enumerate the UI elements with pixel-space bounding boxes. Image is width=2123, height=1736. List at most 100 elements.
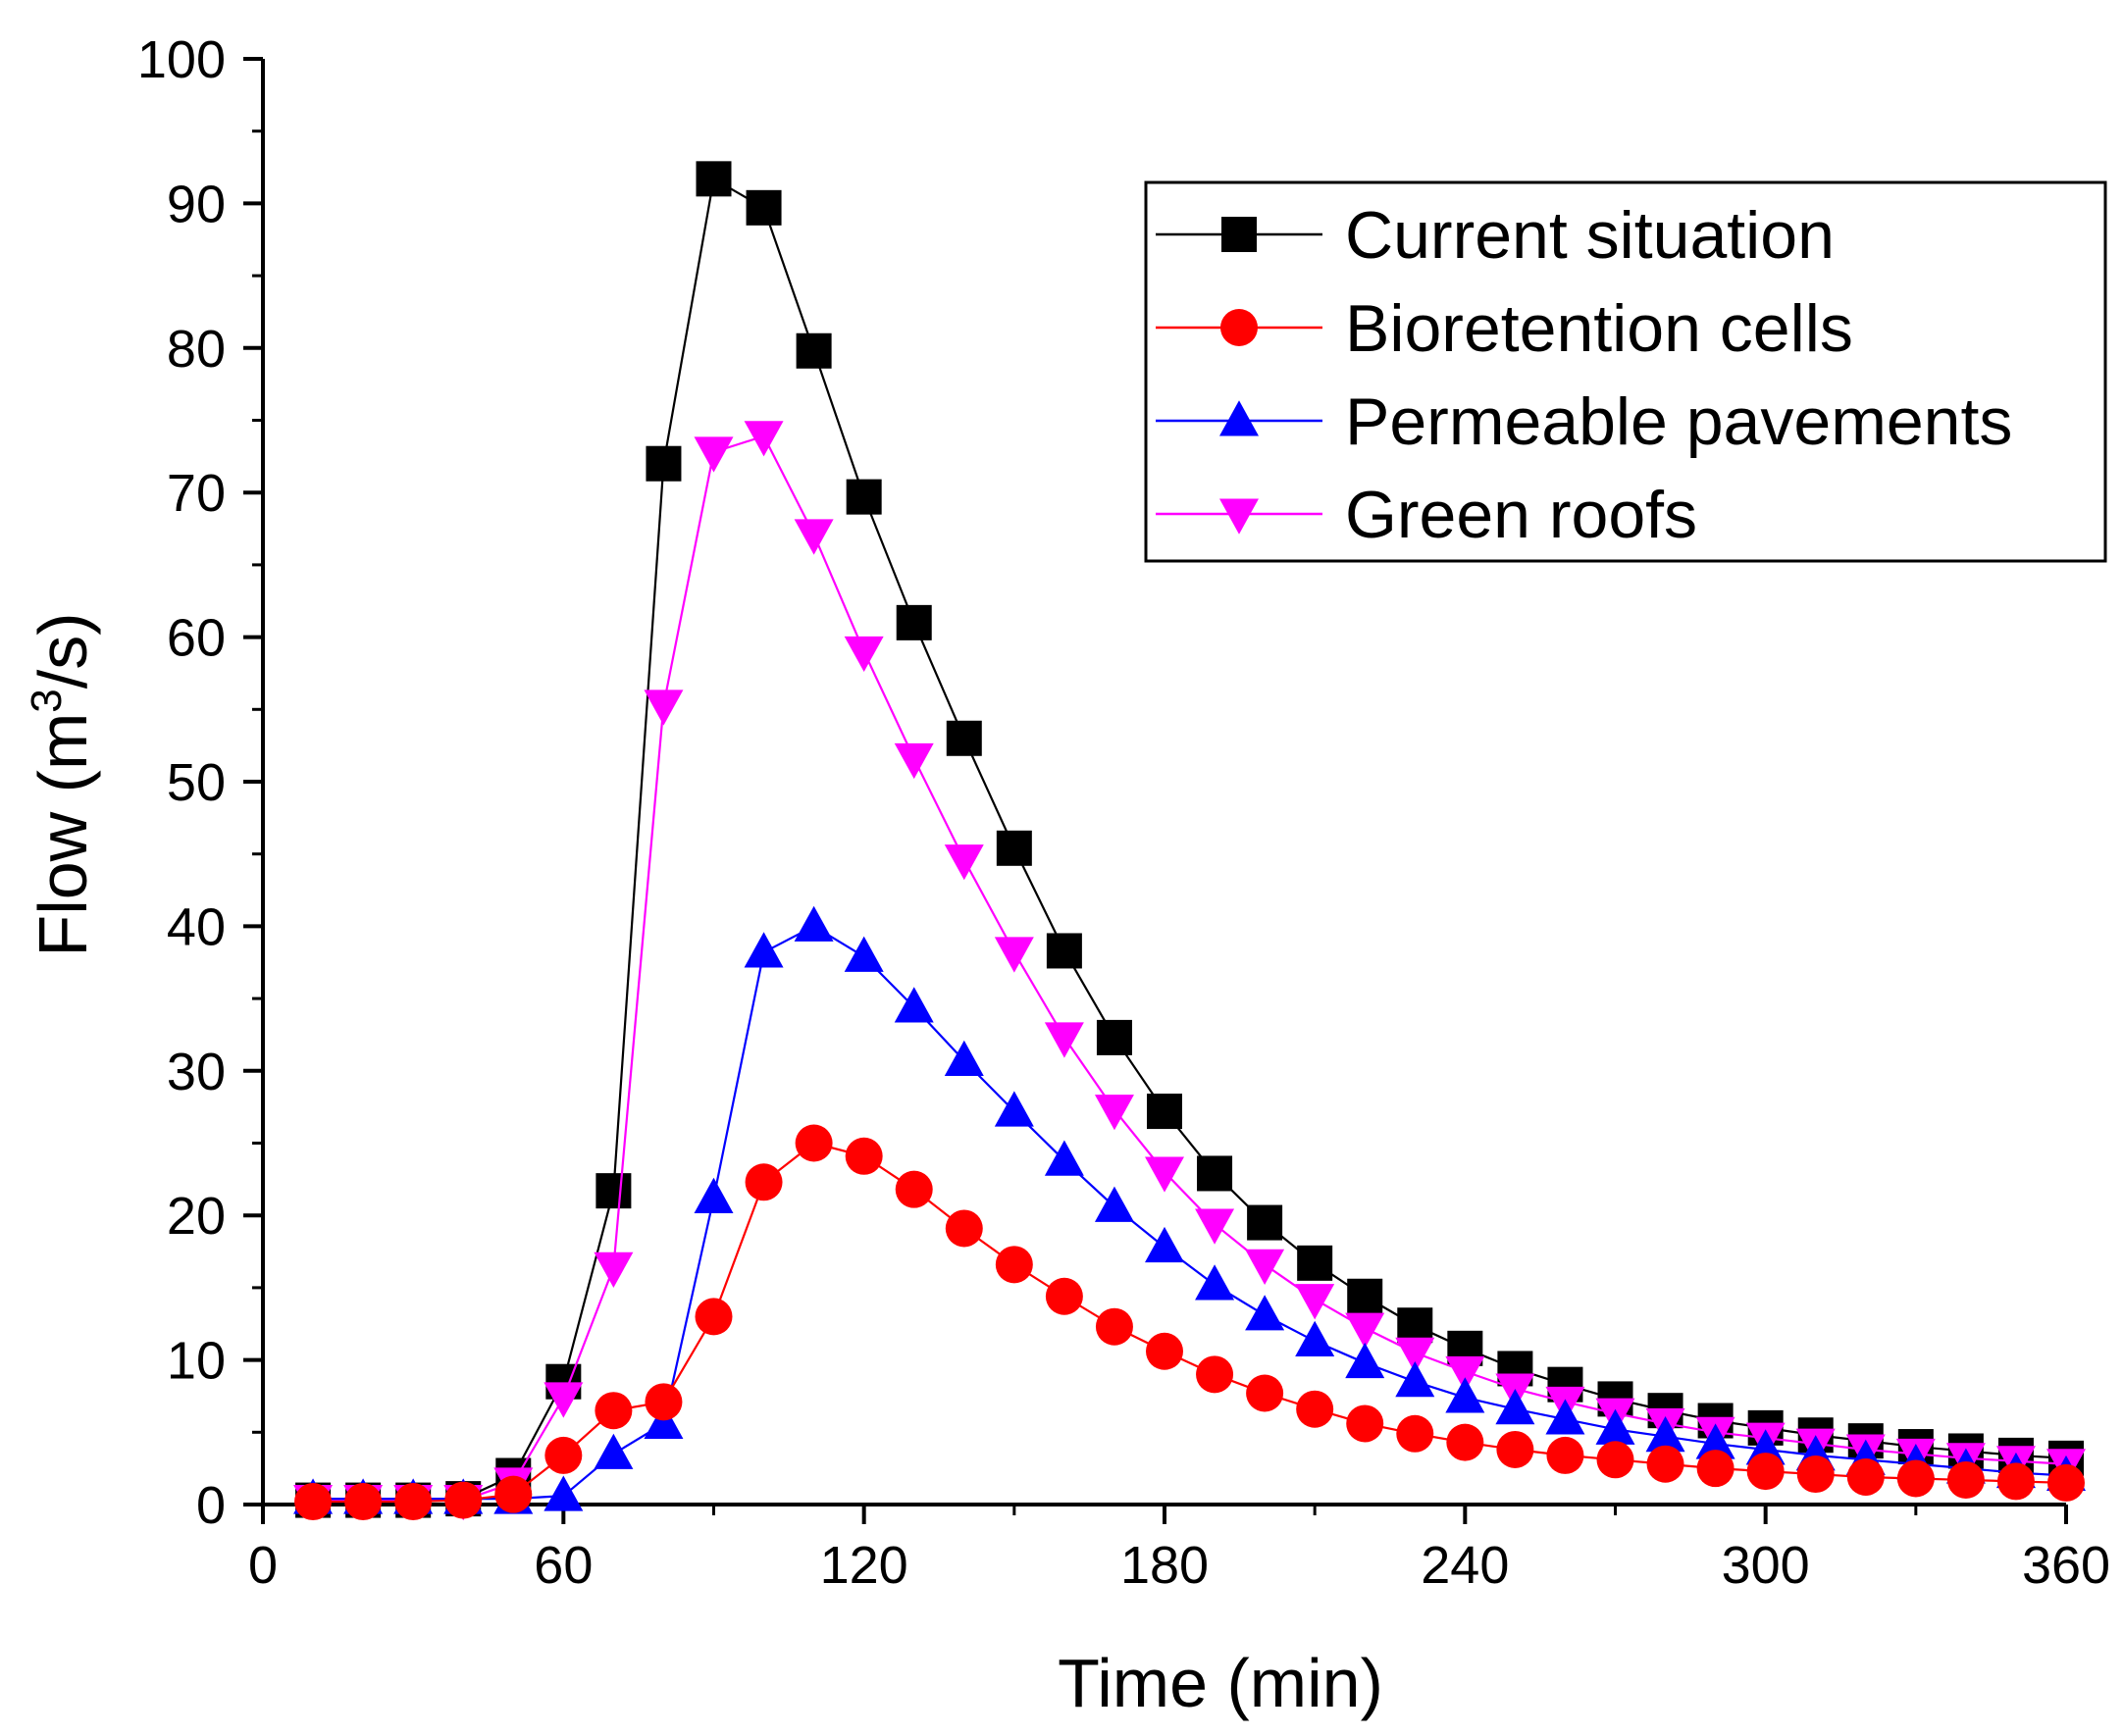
data-point xyxy=(1395,1361,1435,1398)
data-point xyxy=(1195,1208,1235,1245)
data-point xyxy=(946,720,982,756)
data-point xyxy=(1297,1245,1333,1281)
data-point xyxy=(1896,1459,1935,1498)
data-point xyxy=(1196,1355,1234,1394)
data-point xyxy=(1347,1278,1383,1314)
data-point xyxy=(1096,1019,1132,1055)
data-point xyxy=(746,189,782,226)
legend-box xyxy=(1144,180,2107,563)
data-point xyxy=(1246,1374,1284,1412)
data-point xyxy=(844,636,884,673)
data-point xyxy=(1295,1284,1335,1320)
y-tick-label: 20 xyxy=(167,1187,226,1246)
data-point xyxy=(646,445,682,482)
data-point xyxy=(1746,1453,1785,1491)
data-point xyxy=(944,1040,984,1077)
data-point xyxy=(995,1246,1033,1284)
x-tick-label: 0 xyxy=(248,1536,278,1595)
legend-marker xyxy=(1219,400,1259,436)
data-point xyxy=(745,1163,783,1201)
data-point xyxy=(1045,1277,1083,1315)
data-point xyxy=(1296,1390,1334,1428)
data-point xyxy=(1245,1249,1285,1286)
y-tick-label: 70 xyxy=(167,464,226,523)
data-point xyxy=(994,1091,1034,1127)
data-point xyxy=(294,1483,333,1521)
legend-label: Bioretention cells xyxy=(1345,291,1853,366)
x-tick-label: 360 xyxy=(2022,1536,2110,1595)
data-point xyxy=(944,844,984,881)
data-point xyxy=(1495,1389,1535,1425)
data-point xyxy=(1595,1408,1635,1445)
data-point xyxy=(1346,1404,1384,1443)
data-point xyxy=(696,161,732,197)
data-point xyxy=(1146,1332,1183,1370)
data-point xyxy=(1145,1156,1184,1193)
series-green-roofs xyxy=(293,421,2086,1521)
data-point xyxy=(1345,1342,1385,1379)
data-point xyxy=(694,1177,734,1214)
data-point xyxy=(1094,1186,1134,1222)
x-tick-label: 60 xyxy=(534,1536,593,1595)
y-tick-label: 80 xyxy=(167,320,226,379)
y-tick-label: 0 xyxy=(196,1476,226,1535)
series-layer xyxy=(293,161,2086,1521)
data-point xyxy=(896,604,932,640)
data-point xyxy=(1397,1307,1433,1344)
data-point xyxy=(1195,1264,1235,1301)
legend-marker xyxy=(1221,217,1257,252)
axes: 0 60 120 180 240 300 360 0 10 20 30 40 50 60 70 80 90 100 xyxy=(137,30,2110,1595)
y-tick-label: 10 xyxy=(167,1332,226,1391)
data-point xyxy=(494,1475,533,1513)
data-point xyxy=(1245,1295,1285,1331)
data-point xyxy=(894,987,934,1023)
data-point xyxy=(1796,1455,1835,1494)
data-point xyxy=(1094,1095,1134,1131)
data-point xyxy=(1044,1022,1084,1058)
data-point xyxy=(1596,1441,1634,1479)
data-point xyxy=(1545,1399,1585,1435)
data-point xyxy=(1147,1094,1182,1130)
legend-entry: Green roofs xyxy=(1156,478,1697,552)
data-point xyxy=(2047,1463,2085,1502)
y-tick-label: 100 xyxy=(137,30,226,89)
data-point xyxy=(795,1124,833,1162)
data-point xyxy=(1446,1423,1484,1461)
legend: Current situation Bioretention cells Perme… xyxy=(1144,180,2107,563)
legend-marker xyxy=(1220,309,1258,346)
data-point xyxy=(794,905,834,942)
data-point xyxy=(894,742,934,780)
series-line xyxy=(313,434,2067,1502)
data-point xyxy=(645,1383,683,1421)
y-tick-label: 50 xyxy=(167,753,226,812)
series-bioretention-cells xyxy=(294,1124,2085,1521)
series-line xyxy=(313,925,2067,1501)
data-point xyxy=(1946,1460,1985,1499)
data-point xyxy=(846,479,882,515)
data-point xyxy=(1395,1337,1435,1373)
data-point xyxy=(996,830,1032,866)
data-point xyxy=(945,1209,983,1248)
y-tick-label: 30 xyxy=(167,1043,226,1101)
data-point xyxy=(444,1481,483,1519)
data-point xyxy=(1197,1155,1233,1192)
data-point xyxy=(1696,1450,1735,1488)
data-point xyxy=(544,1382,584,1418)
legend-entry: Permeable pavements xyxy=(1156,384,2012,459)
data-point xyxy=(794,519,834,555)
data-point xyxy=(644,1403,684,1439)
data-point xyxy=(1396,1414,1434,1453)
y-tick-label: 90 xyxy=(167,175,226,233)
data-point xyxy=(394,1483,433,1521)
data-point xyxy=(1996,1462,2035,1501)
data-point xyxy=(1496,1430,1534,1468)
x-tick-label: 240 xyxy=(1421,1536,1509,1595)
legend-marker xyxy=(1219,498,1259,535)
data-point xyxy=(1046,933,1082,969)
y-axis-title-main: Flow (m xyxy=(25,713,101,957)
data-point xyxy=(844,936,884,972)
data-point xyxy=(744,421,784,457)
data-point xyxy=(1247,1204,1283,1241)
data-point xyxy=(1445,1377,1485,1413)
data-point xyxy=(594,1433,634,1469)
